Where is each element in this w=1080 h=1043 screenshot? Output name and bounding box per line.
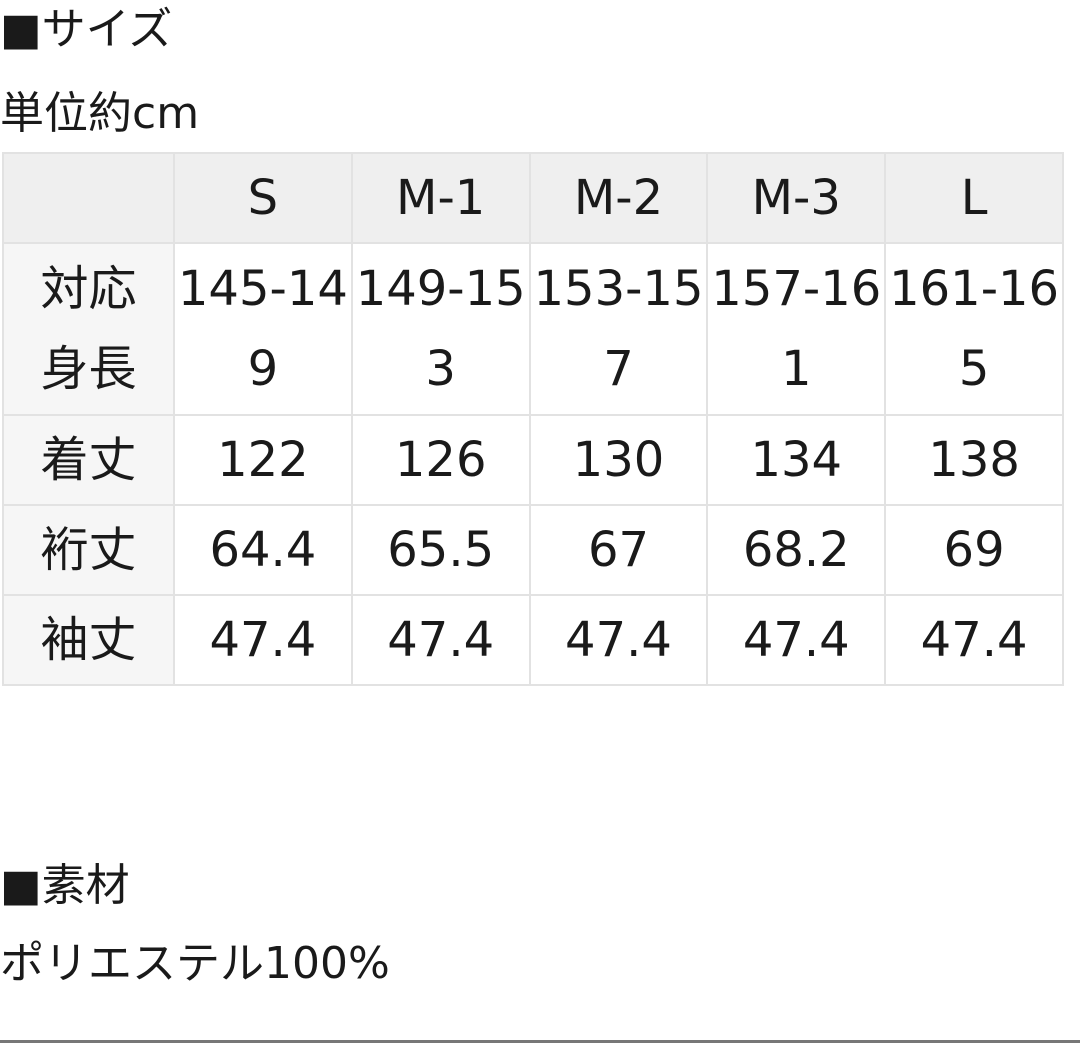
material-value: ポリエステル100% xyxy=(0,938,390,989)
table-cell: 157-161 xyxy=(706,242,887,416)
table-row: 裄丈 64.4 65.5 67 68.2 69 xyxy=(2,504,1064,596)
table-cell: 47.4 xyxy=(528,594,709,686)
row-label: 着丈 xyxy=(2,414,175,506)
table-cell: 126 xyxy=(350,414,531,506)
table-cell: 130 xyxy=(528,414,709,506)
header-cell: L xyxy=(884,152,1064,244)
table-cell: 65.5 xyxy=(350,504,531,596)
table-cell: 134 xyxy=(706,414,887,506)
unit-note: 単位約cm xyxy=(0,88,200,139)
header-cell: M-3 xyxy=(706,152,887,244)
table-cell: 122 xyxy=(173,414,353,506)
table-cell: 145-149 xyxy=(173,242,353,416)
table-cell: 153-157 xyxy=(528,242,709,416)
header-cell: M-1 xyxy=(350,152,531,244)
table-cell: 47.4 xyxy=(884,594,1064,686)
table-cell: 64.4 xyxy=(173,504,353,596)
size-table: S M-1 M-2 M-3 L 対応身長 145-149 149-153 153… xyxy=(2,152,1064,686)
table-cell: 149-153 xyxy=(350,242,531,416)
header-cell: M-2 xyxy=(528,152,709,244)
size-heading: ■サイズ xyxy=(0,4,173,55)
table-header-row: S M-1 M-2 M-3 L xyxy=(2,152,1064,244)
table-cell: 161-165 xyxy=(884,242,1064,416)
table-cell: 138 xyxy=(884,414,1064,506)
material-heading: ■素材 xyxy=(0,860,130,911)
row-label: 裄丈 xyxy=(2,504,175,596)
table-row: 対応身長 145-149 149-153 153-157 157-161 161… xyxy=(2,242,1064,416)
header-cell xyxy=(2,152,175,244)
table-cell: 47.4 xyxy=(706,594,887,686)
table-row: 袖丈 47.4 47.4 47.4 47.4 47.4 xyxy=(2,594,1064,686)
header-cell: S xyxy=(173,152,353,244)
table-cell: 69 xyxy=(884,504,1064,596)
row-label: 袖丈 xyxy=(2,594,175,686)
bottom-divider xyxy=(0,1040,1080,1043)
table-cell: 68.2 xyxy=(706,504,887,596)
row-label: 対応身長 xyxy=(2,242,175,416)
table-cell: 47.4 xyxy=(173,594,353,686)
table-row: 着丈 122 126 130 134 138 xyxy=(2,414,1064,506)
table-cell: 47.4 xyxy=(350,594,531,686)
table-cell: 67 xyxy=(528,504,709,596)
